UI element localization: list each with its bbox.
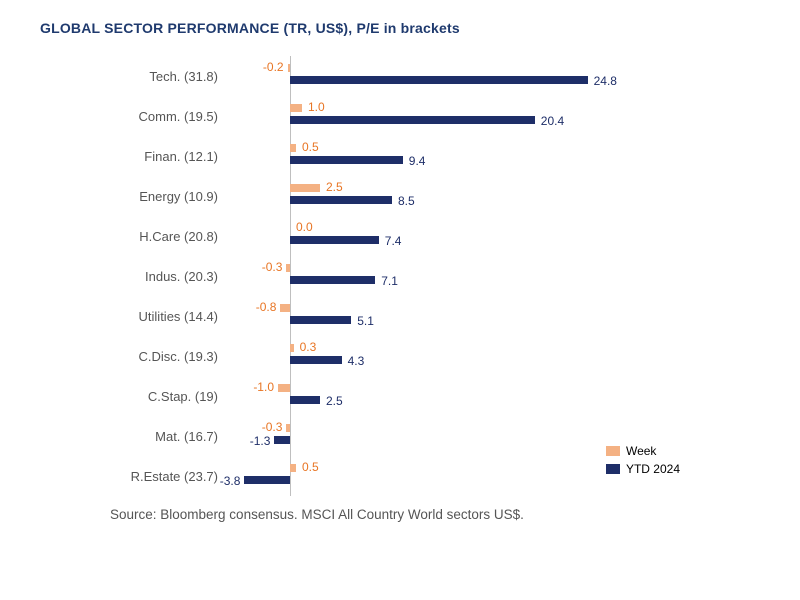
sector-label: R.Estate (23.7) bbox=[80, 469, 230, 484]
chart-title: GLOBAL SECTOR PERFORMANCE (TR, US$), P/E… bbox=[40, 20, 760, 36]
bars-area: -0.8 5.1 bbox=[230, 296, 700, 336]
sector-label: Comm. (19.5) bbox=[80, 109, 230, 124]
ytd-value-label: 9.4 bbox=[409, 154, 426, 168]
sector-row: Comm. (19.5) 1.0 20.4 bbox=[80, 96, 700, 136]
sector-performance-chart: Tech. (31.8) -0.2 24.8 Comm. (19.5) 1.0 20.4 F… bbox=[80, 56, 700, 496]
week-value-label: 0.5 bbox=[302, 460, 319, 474]
legend-label-week: Week bbox=[626, 444, 656, 458]
ytd-bar bbox=[290, 276, 375, 284]
sector-row: C.Stap. (19) -1.0 2.5 bbox=[80, 376, 700, 416]
bars-area: 0.0 7.4 bbox=[230, 216, 700, 256]
sector-row: Indus. (20.3) -0.3 7.1 bbox=[80, 256, 700, 296]
week-value-label: 0.3 bbox=[300, 340, 317, 354]
week-bar bbox=[290, 104, 302, 112]
ytd-value-label: 2.5 bbox=[326, 394, 343, 408]
week-bar bbox=[286, 424, 290, 432]
ytd-bar bbox=[290, 156, 403, 164]
sector-label: Tech. (31.8) bbox=[80, 69, 230, 84]
sector-label: Energy (10.9) bbox=[80, 189, 230, 204]
sector-label: Indus. (20.3) bbox=[80, 269, 230, 284]
sector-row: Utilities (14.4) -0.8 5.1 bbox=[80, 296, 700, 336]
week-bar bbox=[290, 184, 320, 192]
bars-area: 1.0 20.4 bbox=[230, 96, 700, 136]
week-bar bbox=[290, 144, 296, 152]
week-bar bbox=[290, 464, 296, 472]
week-bar bbox=[280, 304, 290, 312]
week-value-label: 0.5 bbox=[302, 140, 319, 154]
ytd-value-label: 4.3 bbox=[348, 354, 365, 368]
bars-area: -0.3 7.1 bbox=[230, 256, 700, 296]
week-bar bbox=[290, 344, 294, 352]
sector-row: C.Disc. (19.3) 0.3 4.3 bbox=[80, 336, 700, 376]
week-value-label: 0.0 bbox=[296, 220, 313, 234]
ytd-value-label: 24.8 bbox=[594, 74, 617, 88]
chart-legend: Week YTD 2024 bbox=[606, 444, 680, 480]
ytd-value-label: -3.8 bbox=[220, 474, 241, 488]
ytd-value-label: 7.1 bbox=[381, 274, 398, 288]
sector-label: Mat. (16.7) bbox=[80, 429, 230, 444]
ytd-value-label: 7.4 bbox=[385, 234, 402, 248]
ytd-bar bbox=[244, 476, 290, 484]
sector-label: Finan. (12.1) bbox=[80, 149, 230, 164]
legend-item-week: Week bbox=[606, 444, 680, 458]
ytd-value-label: 5.1 bbox=[357, 314, 374, 328]
sector-row: H.Care (20.8) 0.0 7.4 bbox=[80, 216, 700, 256]
ytd-bar bbox=[290, 396, 320, 404]
sector-label: C.Stap. (19) bbox=[80, 389, 230, 404]
week-value-label: -0.3 bbox=[262, 420, 283, 434]
ytd-value-label: 20.4 bbox=[541, 114, 564, 128]
ytd-bar bbox=[274, 436, 290, 444]
bars-area: -1.0 2.5 bbox=[230, 376, 700, 416]
sector-label: H.Care (20.8) bbox=[80, 229, 230, 244]
week-bar bbox=[288, 64, 290, 72]
sector-label: Utilities (14.4) bbox=[80, 309, 230, 324]
ytd-bar bbox=[290, 196, 392, 204]
ytd-bar bbox=[290, 356, 342, 364]
ytd-bar bbox=[290, 316, 351, 324]
sector-row: Finan. (12.1) 0.5 9.4 bbox=[80, 136, 700, 176]
ytd-value-label: -1.3 bbox=[250, 434, 271, 448]
sector-row: Energy (10.9) 2.5 8.5 bbox=[80, 176, 700, 216]
ytd-bar bbox=[290, 76, 588, 84]
week-value-label: -0.3 bbox=[262, 260, 283, 274]
bars-area: 2.5 8.5 bbox=[230, 176, 700, 216]
source-note: Source: Bloomberg consensus. MSCI All Co… bbox=[110, 506, 550, 525]
ytd-bar bbox=[290, 236, 379, 244]
week-value-label: -0.8 bbox=[256, 300, 277, 314]
week-value-label: 2.5 bbox=[326, 180, 343, 194]
ytd-bar bbox=[290, 116, 535, 124]
legend-label-ytd: YTD 2024 bbox=[626, 462, 680, 476]
legend-swatch-ytd bbox=[606, 464, 620, 474]
sector-label: C.Disc. (19.3) bbox=[80, 349, 230, 364]
week-bar bbox=[286, 264, 290, 272]
week-value-label: 1.0 bbox=[308, 100, 325, 114]
bars-area: -0.2 24.8 bbox=[230, 56, 700, 96]
bars-area: 0.5 9.4 bbox=[230, 136, 700, 176]
legend-item-ytd: YTD 2024 bbox=[606, 462, 680, 476]
week-value-label: -0.2 bbox=[263, 60, 284, 74]
legend-swatch-week bbox=[606, 446, 620, 456]
ytd-value-label: 8.5 bbox=[398, 194, 415, 208]
sector-row: Tech. (31.8) -0.2 24.8 bbox=[80, 56, 700, 96]
week-value-label: -1.0 bbox=[253, 380, 274, 394]
week-bar bbox=[278, 384, 290, 392]
bars-area: 0.3 4.3 bbox=[230, 336, 700, 376]
